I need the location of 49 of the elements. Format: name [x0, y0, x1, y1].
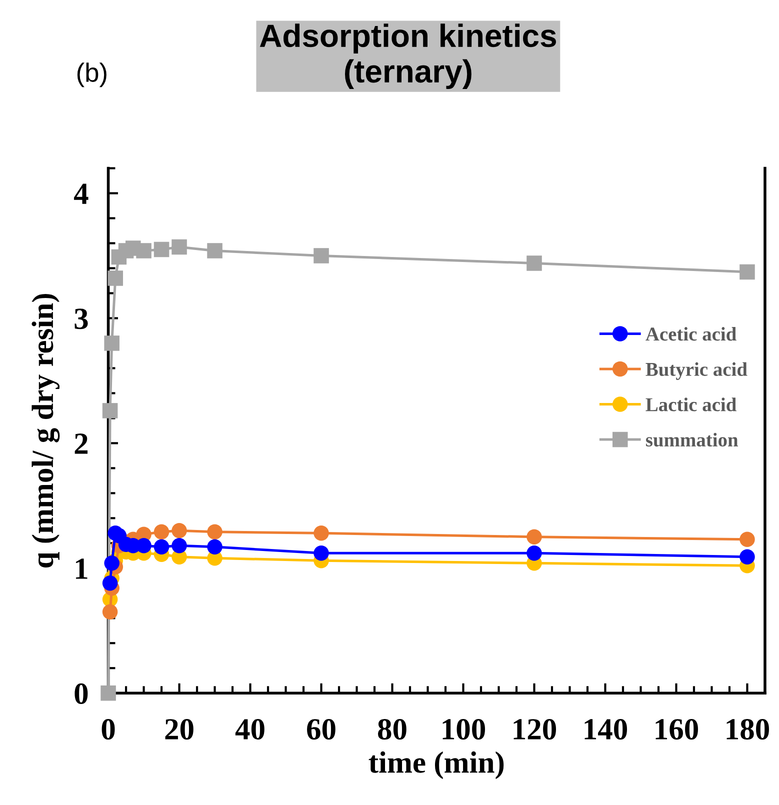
point — [314, 526, 329, 541]
x-tick-label: 180 — [726, 718, 769, 740]
y-axis-title: q (mmol/ g dry resin) — [32, 294, 60, 568]
y-tick-label: 1 — [76, 558, 88, 579]
x-axis-title: time (min) — [368, 751, 504, 780]
y-tick-label: 2 — [74, 434, 88, 454]
point — [102, 604, 118, 620]
x-tick-label: 0 — [102, 718, 115, 740]
y-tick-label: 4 — [74, 184, 88, 204]
point — [526, 546, 542, 561]
x-tick-label: 140 — [584, 718, 627, 740]
x-tick-label: 80 — [378, 718, 406, 740]
point — [526, 256, 542, 271]
x-tick-label: 60 — [307, 718, 336, 740]
point — [740, 264, 755, 280]
point — [136, 538, 152, 554]
x-tick-label: 100 — [442, 718, 486, 740]
point — [207, 539, 222, 555]
point — [108, 270, 124, 286]
point — [740, 549, 755, 565]
point — [102, 403, 118, 418]
point — [136, 243, 152, 258]
legend-label: Butyric acid — [646, 362, 748, 380]
x-tick-label: 120 — [514, 718, 556, 740]
point — [154, 242, 170, 258]
legend-label: summation — [646, 432, 738, 447]
point — [314, 248, 329, 264]
y-tick-label: 0 — [74, 683, 88, 704]
legend-label: Lactic acid — [646, 398, 736, 412]
point — [172, 538, 187, 554]
x-tick-label: 20 — [165, 718, 194, 740]
point — [314, 546, 329, 561]
point — [154, 539, 170, 555]
text: (b) — [77, 62, 106, 88]
point — [207, 524, 222, 540]
point — [104, 336, 120, 351]
point — [526, 529, 542, 545]
x-tick-label: 160 — [656, 718, 698, 740]
legend-label: Acetic acid — [646, 327, 736, 341]
point — [102, 575, 118, 591]
point — [740, 532, 755, 548]
point — [172, 239, 187, 255]
x-tick-label: 40 — [235, 718, 264, 740]
point — [172, 523, 187, 538]
point — [207, 243, 222, 258]
chart-title: Adsorption kinetics (ternary) — [260, 24, 556, 90]
point — [154, 524, 170, 540]
point — [100, 685, 116, 701]
y-tick-label: 3 — [74, 308, 88, 330]
